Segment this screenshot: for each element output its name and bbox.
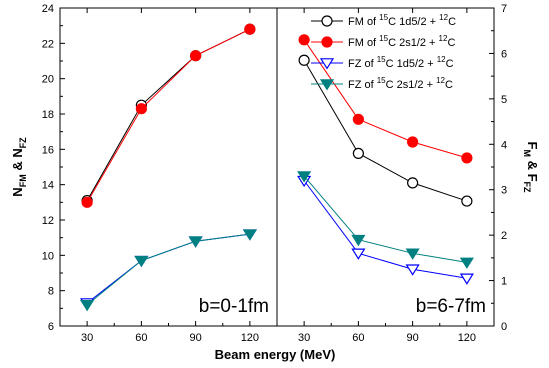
y-tick-label-left: 24 <box>42 3 54 15</box>
x-tick-label-left: 90 <box>190 332 202 344</box>
series-line-fz_2s12 <box>86 233 250 306</box>
series-line-fm_1d52 <box>86 28 251 201</box>
y-tick-label-right: 4 <box>501 139 507 151</box>
legend-item-fm_1d52: FM of 15C 1d5/2 + 12C <box>311 13 456 28</box>
x-tick-label-right: 60 <box>352 332 364 344</box>
x-tick-label-left: 120 <box>241 332 259 344</box>
data-point-fz_2s12 <box>405 248 420 260</box>
y-tick-label-right: 1 <box>501 276 507 288</box>
y-axis-title-left: NFM & NFZ <box>10 137 28 197</box>
series-fm_2s12-left <box>81 23 256 208</box>
y-tick-label-right: 0 <box>501 321 507 333</box>
y-tick-label-left: 8 <box>48 286 54 298</box>
y-tick-label-right: 2 <box>501 230 507 242</box>
data-point-fm_2s12 <box>81 196 93 208</box>
data-point-fz_1d52 <box>405 264 420 276</box>
data-point-fz_2s12 <box>134 255 149 268</box>
series-line-fz_1d52 <box>303 180 467 279</box>
data-point-fm_2s12 <box>244 23 256 35</box>
legend-marker <box>319 58 335 70</box>
y-tick-label-right: 7 <box>501 3 507 15</box>
series-line-fz_1d52 <box>86 233 250 304</box>
data-point-fz_2s12 <box>297 171 312 183</box>
data-point-fm_2s12 <box>190 50 202 62</box>
data-point-fz_2s12 <box>188 236 203 248</box>
data-point-fm_2s12 <box>407 136 419 148</box>
legend: FM of 15C 1d5/2 + 12C FM of 15C 2s1/2 + 1… <box>311 13 456 91</box>
data-point-fm_2s12 <box>461 152 473 164</box>
data-point-fz_2s12 <box>242 229 257 241</box>
y-axis-title-right: FM & FFZ <box>522 141 540 193</box>
data-point-fz_2s12 <box>80 300 95 312</box>
y-tick-label-left: 6 <box>48 321 54 333</box>
y-tick-label-right: 6 <box>501 48 507 60</box>
y-tick-label-left: 14 <box>42 180 54 192</box>
legend-item-fz_1d52: FZ of 15C 1d5/2 + 12C <box>311 55 454 70</box>
series-fz_1d52-right <box>297 175 474 285</box>
legend-label: FM of 15C 1d5/2 + 12C <box>348 13 456 28</box>
series-fz_2s12-right <box>297 171 474 269</box>
y-tick-label-left: 20 <box>42 74 54 86</box>
legend-label: FZ of 15C 1d5/2 + 12C <box>348 55 454 70</box>
data-point-fz_2s12 <box>459 257 474 269</box>
data-point-fm_1d52 <box>407 177 419 189</box>
data-point-fz_1d52 <box>459 273 474 285</box>
series-line-fz_2s12 <box>303 175 467 263</box>
legend-item-fm_2s12: FM of 15C 2s1/2 + 12C <box>311 34 455 49</box>
data-point-fz_1d52 <box>351 248 366 260</box>
x-tick-label-left: 30 <box>81 332 93 344</box>
series-fm_1d52-right <box>298 54 473 207</box>
y-tick-label-right: 3 <box>501 185 507 197</box>
x-axis-title: Beam energy (MeV) <box>215 347 336 362</box>
y-tick-label-left: 18 <box>42 109 54 121</box>
data-layer <box>80 23 474 312</box>
panel-left: 30 60 90 120 6 8 10 12 14 16 18 20 22 24 NFM & NFZ b=0-… <box>10 3 278 344</box>
series-fm_1d52-left <box>81 23 256 207</box>
panel-right: 30 60 90 120 0 1 2 3 4 5 6 7 FM & FFZ b=6-7fm <box>276 3 540 344</box>
legend-marker <box>321 36 333 48</box>
data-point-fm_2s12 <box>352 113 364 125</box>
y-tick-label-left: 12 <box>42 215 54 227</box>
series-line-fm_1d52 <box>303 59 468 202</box>
panel-label-left: b=0-1fm <box>199 296 269 317</box>
legend-item-fz_2s12: FZ of 15C 2s1/2 + 12C <box>311 76 453 91</box>
series-fz_2s12-left <box>80 229 257 312</box>
x-tick-label-right: 120 <box>458 332 476 344</box>
legend-marker <box>321 15 333 27</box>
data-point-fz_2s12 <box>351 234 366 247</box>
x-tick-label-right: 30 <box>298 332 310 344</box>
x-tick-label-left: 60 <box>135 332 147 344</box>
data-point-fm_1d52 <box>352 147 364 159</box>
y-tick-label-left: 16 <box>42 144 54 156</box>
x-tick-label-right: 90 <box>407 332 419 344</box>
y-tick-label-left: 22 <box>42 38 54 50</box>
data-point-fm_1d52 <box>461 195 473 207</box>
plot-frame-left <box>59 7 278 327</box>
legend-marker <box>319 79 335 91</box>
panel-label-right: b=6-7fm <box>416 296 486 317</box>
data-point-fm_2s12 <box>298 34 310 46</box>
y-tick-label-right: 5 <box>501 94 507 106</box>
y-tick-label-left: 10 <box>42 250 54 262</box>
data-point-fm_1d52 <box>298 54 310 66</box>
series-line-fm_2s12 <box>86 28 251 203</box>
legend-label: FZ of 15C 2s1/2 + 12C <box>348 76 453 91</box>
data-point-fm_2s12 <box>135 103 147 115</box>
legend-label: FM of 15C 2s1/2 + 12C <box>348 34 455 49</box>
